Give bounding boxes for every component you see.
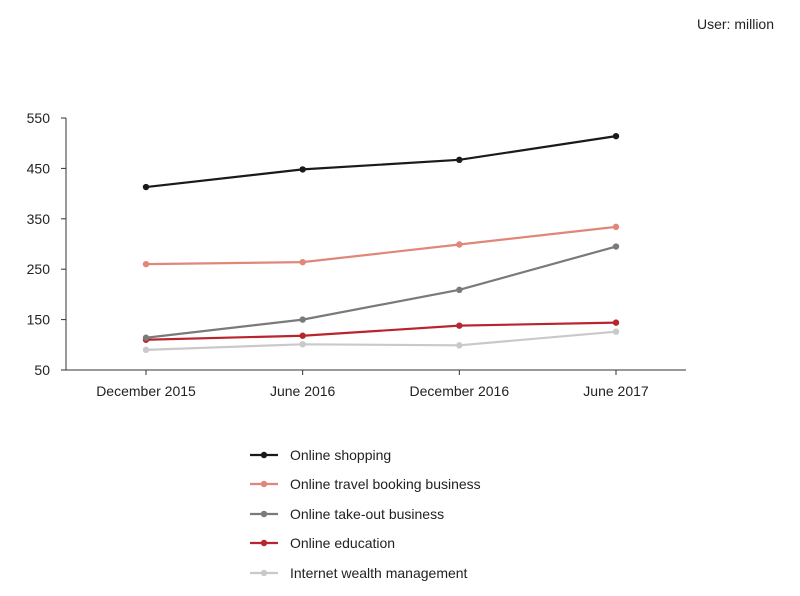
series-2 [142,243,620,341]
legend-label: Online education [290,535,396,552]
series-line [145,245,617,339]
legend-swatch [250,540,278,547]
y-tick-label: 350 [27,211,51,227]
data-point [456,241,463,248]
data-point [612,132,620,140]
data-point [612,328,620,335]
x-tick-label: December 2016 [410,383,510,399]
data-point [299,316,306,323]
series-1 [142,223,620,268]
legend-item: Online education [250,529,481,559]
y-tick-label: 150 [27,312,51,328]
data-point [299,341,306,348]
y-tick-label: 50 [34,362,50,378]
y-tick-label: 450 [27,160,51,176]
legend-item: Online take-out business [250,499,481,529]
legend: Online shopping Online travel booking bus… [250,440,481,588]
data-point [612,243,620,250]
x-tick-label: December 2015 [96,383,196,399]
legend-swatch [250,510,278,517]
series-line [145,135,617,189]
legend-item: Internet wealth management [250,558,481,588]
y-tick-label: 550 [27,110,51,126]
chart-axes: 50 150 250 350 450 550 December 2015 June 2016 D… [27,110,686,399]
legend-item: Online shopping [250,440,481,470]
series-line [145,321,617,341]
series-line [145,330,617,351]
data-point [299,258,306,266]
series-layer [142,132,620,354]
data-point [612,223,620,231]
legend-swatch [250,569,278,576]
series-3 [142,319,620,343]
data-point [142,260,150,268]
data-point [456,322,463,329]
data-point [456,286,463,294]
legend-swatch [250,451,278,458]
legend-label: Online take-out business [290,505,445,522]
legend-label: Online shopping [290,446,392,463]
series-4 [142,328,620,354]
data-point [456,156,463,164]
data-point [142,346,150,354]
legend-label: Online travel booking business [290,476,481,493]
x-tick-label: June 2017 [583,383,649,399]
data-point [299,166,306,173]
unit-note: User: million [696,16,774,32]
legend-item: Online travel booking business [250,470,481,500]
series-0 [142,132,620,191]
x-tick-label: June 2016 [270,383,336,399]
legend-swatch [250,481,278,488]
y-tick-label: 250 [27,261,51,277]
data-point [456,342,463,349]
legend-label: Internet wealth management [290,564,468,581]
data-point [142,183,150,191]
data-point [299,332,306,339]
data-point [612,319,620,326]
line-chart: 50 150 250 350 450 550 December 2015 June 2016 D… [27,110,686,399]
series-line [145,225,617,266]
data-point [142,334,150,341]
